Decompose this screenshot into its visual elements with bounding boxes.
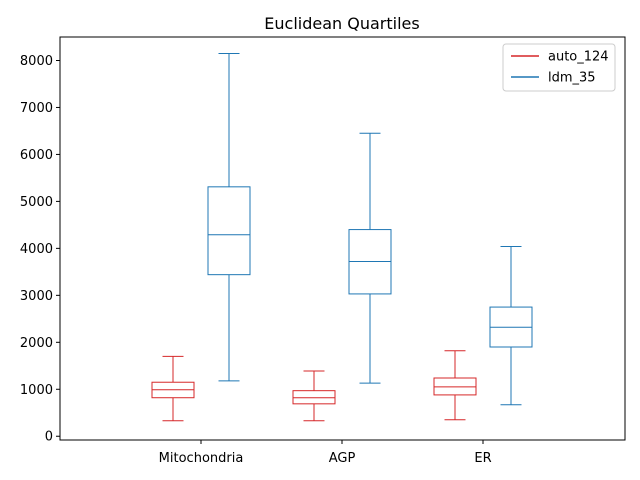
x-axis: Mitochondria AGP ER	[159, 440, 492, 466]
y-tick-label: 7000	[20, 101, 53, 116]
x-tick-label: Mitochondria	[159, 451, 244, 466]
legend-label: auto_124	[548, 50, 609, 65]
x-tick-label: ER	[474, 451, 491, 466]
y-tick-label: 2000	[20, 336, 53, 351]
y-axis: 0 1000 2000 3000 4000 5000 6000 7000 8000	[20, 54, 60, 445]
box-iqr	[207, 186, 251, 276]
x-tick-label: AGP	[329, 451, 356, 466]
y-tick-label: 4000	[20, 242, 53, 257]
y-tick-label: 6000	[20, 148, 53, 163]
box-ldm_35-AGP	[348, 132, 392, 384]
box-ldm_35-ER	[489, 245, 533, 406]
box-auto_124-Mitochondria	[151, 355, 195, 422]
legend: auto_124 ldm_35	[502, 43, 616, 92]
y-tick-label: 8000	[20, 54, 53, 69]
legend-label: ldm_35	[548, 71, 596, 86]
box-ldm_35-Mitochondria	[207, 52, 251, 382]
series-auto_124	[151, 350, 477, 422]
box-auto_124-ER	[433, 350, 477, 421]
chart-title: Euclidean Quartiles	[264, 14, 419, 33]
series-ldm_35	[207, 52, 533, 406]
y-tick-label: 5000	[20, 195, 53, 210]
plot-frame	[59, 36, 626, 441]
y-tick-label: 0	[45, 430, 53, 445]
boxplot-series	[151, 52, 533, 422]
box-auto_124-AGP	[292, 370, 336, 422]
y-tick-label: 1000	[20, 383, 53, 398]
y-tick-label: 3000	[20, 289, 53, 304]
